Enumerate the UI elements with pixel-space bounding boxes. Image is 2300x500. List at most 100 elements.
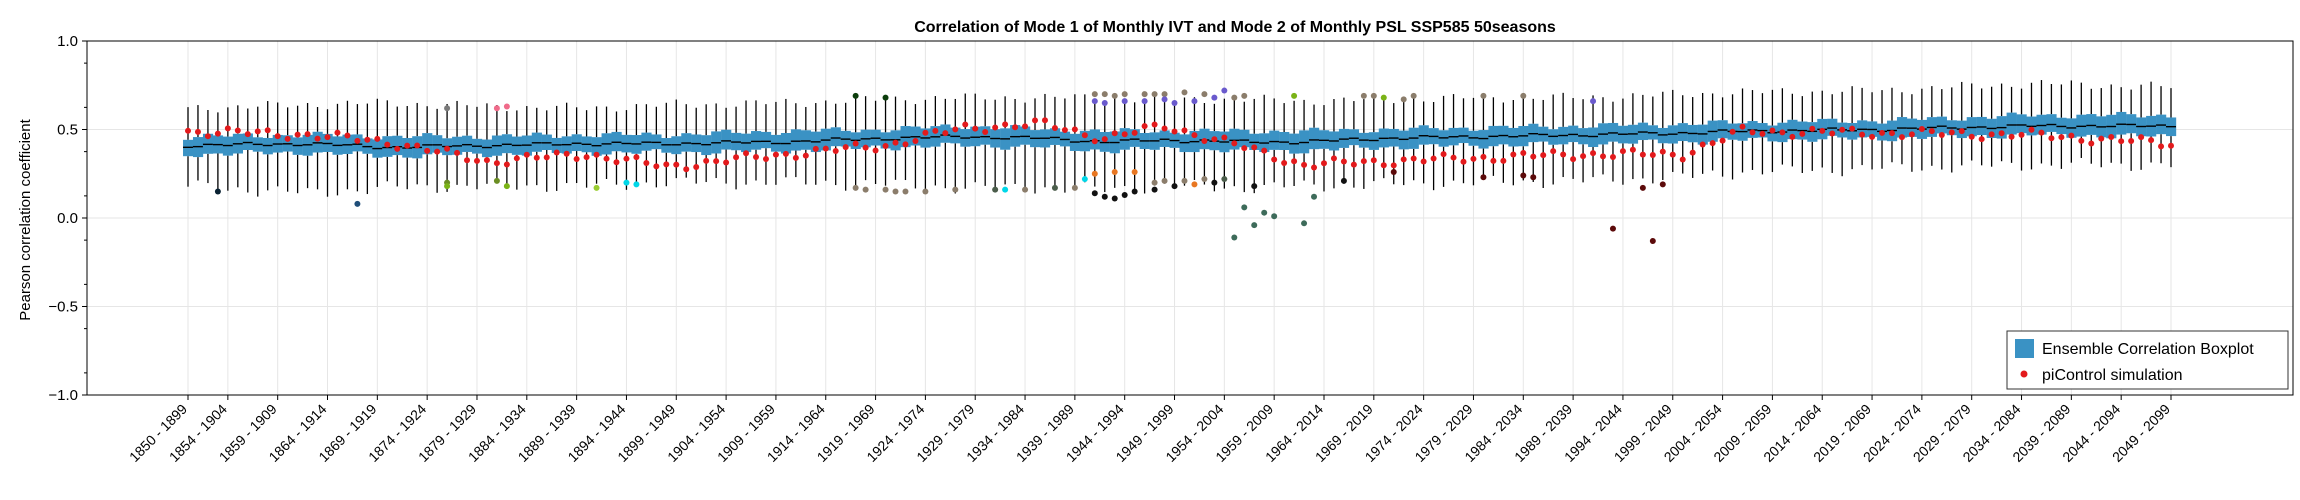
picontrol-point (324, 134, 331, 141)
outlier-point (922, 188, 929, 195)
y-tick-label: −1.0 (48, 387, 78, 404)
box (1717, 120, 1728, 139)
picontrol-point (772, 151, 779, 158)
outlier-point (1002, 186, 1009, 193)
outlier-point (1380, 94, 1387, 101)
outlier-point (633, 181, 640, 188)
picontrol-point (653, 163, 660, 170)
picontrol-point (1291, 158, 1298, 165)
outlier-point (892, 188, 899, 195)
picontrol-point (1679, 156, 1686, 163)
box (1966, 117, 1977, 137)
picontrol-point (1490, 157, 1497, 164)
picontrol-point (673, 161, 680, 168)
picontrol-point (1689, 149, 1696, 156)
outlier-point (1181, 89, 1188, 96)
picontrol-point (414, 142, 421, 149)
picontrol-point (2108, 133, 2115, 140)
picontrol-point (1839, 126, 1846, 133)
picontrol-point (493, 160, 500, 167)
picontrol-point (1849, 125, 1856, 132)
picontrol-point (354, 137, 361, 144)
picontrol-point (204, 133, 211, 140)
picontrol-point (1560, 151, 1567, 158)
picontrol-point (2068, 132, 2075, 139)
box (800, 130, 812, 150)
y-ticks: −1.0 −0.5 0.0 0.5 1.0 (48, 33, 87, 404)
picontrol-point (1141, 123, 1148, 130)
picontrol-point (1041, 117, 1048, 124)
picontrol-point (1091, 138, 1098, 145)
y-axis-label: Pearson correlation coefficient (17, 118, 34, 320)
box (2036, 114, 2047, 135)
outlier-point (593, 184, 600, 191)
picontrol-point (1081, 132, 1088, 139)
outlier-point (1659, 181, 1666, 188)
outlier-point (1071, 184, 1078, 191)
box (830, 127, 841, 147)
picontrol-point (782, 150, 789, 157)
box (1020, 126, 1031, 145)
outlier-point (1141, 98, 1148, 105)
box (1528, 123, 1539, 143)
picontrol-point (523, 151, 530, 158)
outlier-point (214, 188, 221, 195)
outlier-point (1261, 209, 1268, 216)
picontrol-point (1370, 157, 1377, 164)
picontrol-point (1121, 131, 1128, 138)
outlier-point (1111, 92, 1118, 99)
picontrol-point (2018, 131, 2025, 138)
outlier-point (1221, 87, 1228, 94)
picontrol-point (2118, 138, 2125, 145)
box (1936, 116, 1947, 134)
picontrol-point (962, 121, 969, 128)
outlier-point (623, 179, 630, 186)
outlier-point (1520, 172, 1527, 179)
picontrol-point (1301, 161, 1308, 168)
picontrol-point (2008, 133, 2015, 140)
outlier-point (1590, 98, 1597, 105)
picontrol-point (1879, 129, 1886, 136)
box (751, 131, 762, 150)
legend-label-picontrol: piControl simulation (2042, 367, 2183, 384)
picontrol-point (1530, 153, 1537, 160)
picontrol-point (1799, 130, 1806, 137)
picontrol-point (1550, 148, 1557, 155)
picontrol-point (2038, 129, 2045, 136)
outlier-point (1301, 220, 1308, 227)
box (422, 133, 433, 155)
picontrol-point (264, 127, 271, 134)
box (910, 126, 921, 146)
outlier-point (1161, 177, 1168, 184)
picontrol-point (404, 142, 411, 149)
outlier-point (1091, 170, 1098, 177)
box (2126, 114, 2137, 134)
legend-frame (2006, 330, 2289, 390)
outlier-point (1311, 193, 1318, 200)
box (1588, 127, 1599, 148)
picontrol-point (1360, 158, 1367, 165)
picontrol-point (2028, 126, 2035, 133)
outlier-point (1091, 91, 1098, 98)
outlier-point (1231, 234, 1238, 241)
picontrol-point (802, 152, 809, 159)
box (1309, 127, 1320, 150)
outlier-point (882, 186, 889, 193)
picontrol-point (982, 128, 989, 135)
picontrol-point (1669, 151, 1676, 158)
picontrol-point (1898, 134, 1905, 141)
picontrol-point (1510, 151, 1517, 158)
outlier-point (1251, 183, 1258, 190)
picontrol-point (1281, 160, 1288, 167)
outlier-point (1520, 92, 1527, 99)
picontrol-point (1779, 129, 1786, 136)
picontrol-point (1958, 128, 1965, 135)
picontrol-point (1590, 150, 1597, 157)
box (1129, 129, 1140, 147)
outlier-point (1111, 195, 1118, 202)
box (1348, 129, 1360, 146)
chart-title: Correlation of Mode 1 of Monthly IVT and… (914, 19, 1556, 36)
picontrol-point (932, 127, 939, 134)
outlier-point (1171, 99, 1178, 106)
picontrol-point (374, 135, 381, 142)
